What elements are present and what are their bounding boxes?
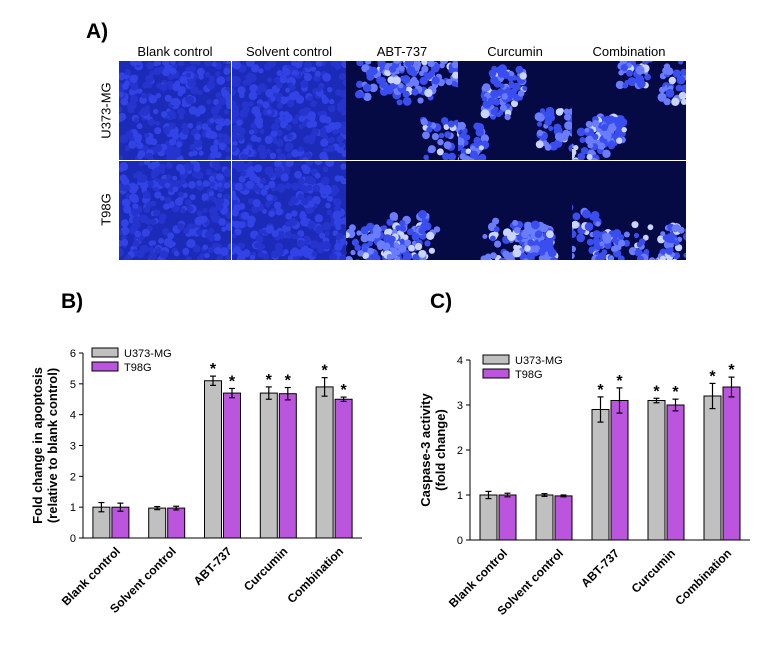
caspase-y-tick-label: 1	[457, 490, 463, 502]
apoptosis-x-tick-label: Combination	[284, 544, 346, 606]
micrograph-t98g-solvent-control	[232, 161, 346, 260]
apoptosis-x-tick-label: Curcumin	[241, 544, 291, 594]
micrograph-u373-mg-combination	[572, 61, 686, 160]
apoptosis-bar-t98g	[223, 392, 241, 539]
caspase-y-tick-label: 3	[457, 400, 463, 412]
apoptosis-x-tick-label: Solvent control	[107, 544, 179, 616]
row-label-u373-mg: U373-MG	[98, 82, 114, 139]
apoptosis-y-tick-label: 4	[70, 410, 76, 422]
apoptosis-x-tick-label: ABT-737	[191, 544, 235, 588]
apoptosis-bar-u373-mg	[148, 507, 167, 539]
caspase-x-tick-label: Solvent control	[494, 546, 566, 618]
caspase-significance-marker: *	[709, 368, 716, 385]
apoptosis-bar-t98g	[278, 393, 297, 539]
caspase-x-tick-label: ABT-737	[578, 546, 622, 590]
caspase-significance-marker: *	[672, 384, 679, 401]
caspase-y-tick-label: 4	[457, 355, 463, 367]
micrograph-u373-mg-blank-control	[119, 61, 231, 160]
caspase-bar-u373-mg	[535, 494, 554, 541]
apoptosis-bar-u373-mg	[259, 392, 278, 539]
caspase-bar-t98g	[498, 494, 517, 541]
apoptosis-x-tick-label: Blank control	[59, 544, 123, 608]
caspase-bar-u373-mg	[479, 494, 498, 541]
apoptosis-legend-label: T98G	[124, 362, 152, 374]
apoptosis-legend-label: U373-MG	[124, 348, 172, 360]
apoptosis-y-tick-label: 2	[70, 471, 76, 483]
column-label-blank-control: Blank control	[137, 44, 213, 59]
row-label-t98g: T98G	[98, 193, 114, 226]
micrograph-t98g-blank-control	[119, 161, 231, 260]
micrograph-u373-mg-abt-737	[346, 61, 458, 160]
column-label-curcumin: Curcumin	[487, 44, 543, 59]
caspase-significance-marker: *	[597, 382, 604, 399]
caspase-x-tick-label: Blank control	[446, 546, 510, 610]
caspase-bar-t98g	[610, 400, 629, 541]
caspase-x-tick-label: Combination	[672, 546, 734, 608]
apoptosis-legend-swatch	[91, 347, 119, 358]
apoptosis-significance-marker: *	[321, 363, 328, 380]
apoptosis-y-tick-label: 5	[70, 379, 76, 391]
caspase-y-tick-label: 2	[457, 445, 463, 457]
caspase-y-axis-label: Caspase-3 activity	[418, 393, 433, 507]
apoptosis-bar-t98g	[111, 506, 130, 539]
apoptosis-y-axis-label: (relative to blank control)	[45, 368, 60, 523]
caspase-bar-u373-mg	[647, 400, 666, 541]
apoptosis-bar-t98g	[334, 398, 353, 539]
apoptosis-legend-swatch	[91, 361, 119, 372]
caspase-bar-u373-mg	[591, 409, 610, 541]
caspase-y-tick-label: 0	[457, 535, 463, 547]
caspase-bar-t98g	[666, 404, 685, 541]
caspase-significance-marker: *	[616, 373, 623, 390]
apoptosis-y-tick-label: 1	[70, 502, 76, 514]
caspase-legend-label: T98G	[515, 369, 543, 381]
caspase-legend-swatch	[482, 368, 510, 379]
apoptosis-significance-marker: *	[266, 372, 273, 389]
apoptosis-bar-u373-mg	[315, 386, 334, 539]
micrograph-u373-mg-solvent-control	[232, 61, 346, 160]
caspase-x-tick-label: Curcumin	[629, 546, 679, 596]
column-label-combination: Combination	[592, 44, 666, 59]
caspase-significance-marker: *	[653, 383, 660, 400]
caspase-legend-swatch	[482, 354, 510, 365]
panel-label-c: C)	[430, 290, 453, 313]
apoptosis-bar-u373-mg	[92, 506, 111, 539]
caspase-bar-u373-mg	[703, 395, 722, 541]
apoptosis-y-axis-label: Fold change in apoptosis	[30, 367, 45, 524]
panel-label-a: A)	[86, 20, 109, 43]
column-label-solvent-control: Solvent control	[246, 44, 332, 59]
caspase-y-axis-label: (fold change)	[433, 409, 448, 491]
micrograph-t98g-combination	[572, 161, 686, 260]
micrograph-u373-mg-curcumin	[458, 61, 572, 160]
micrograph-t98g-curcumin	[458, 161, 572, 260]
micrograph-t98g-abt-737	[346, 161, 458, 260]
apoptosis-y-tick-label: 0	[70, 533, 76, 545]
apoptosis-significance-marker: *	[285, 373, 292, 390]
apoptosis-significance-marker: *	[229, 373, 236, 390]
caspase-bar-t98g	[554, 495, 573, 541]
apoptosis-y-tick-label: 6	[70, 348, 76, 360]
caspase-legend-label: U373-MG	[515, 355, 563, 367]
caspase-significance-marker: *	[728, 362, 735, 379]
apoptosis-significance-marker: *	[340, 382, 347, 399]
column-label-abt-737: ABT-737	[376, 44, 428, 59]
panel-label-b: B)	[61, 290, 84, 313]
apoptosis-bar-u373-mg	[204, 380, 222, 539]
caspase-bar-t98g	[722, 386, 741, 541]
apoptosis-significance-marker: *	[210, 361, 217, 378]
apoptosis-y-tick-label: 3	[70, 441, 76, 453]
apoptosis-bar-t98g	[167, 507, 186, 539]
